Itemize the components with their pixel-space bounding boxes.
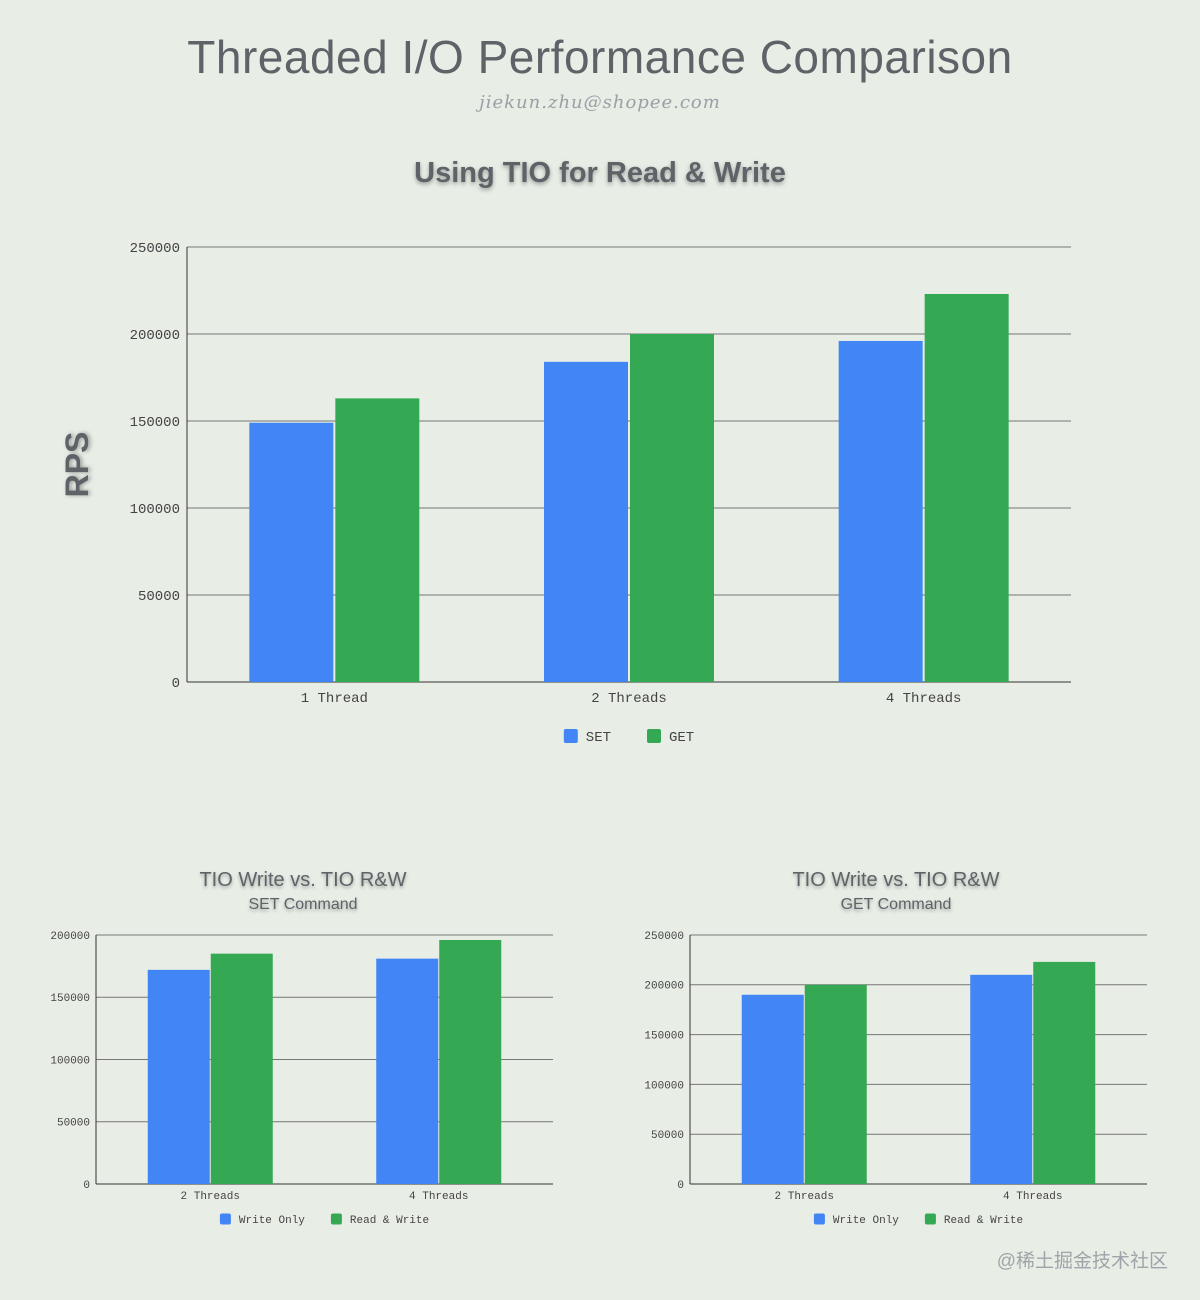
main-y-tick-label: 50000 <box>138 589 180 605</box>
main-y-axis-title: RPS <box>59 432 95 498</box>
set-x-tick-label: 2 Threads <box>181 1191 240 1203</box>
set-y-tick-label: 0 <box>83 1180 90 1192</box>
get-y-tick-label: 200000 <box>644 981 684 993</box>
main-y-tick-label: 200000 <box>130 328 180 344</box>
main-legend-swatch <box>647 729 661 743</box>
set-bar <box>439 939 502 1184</box>
set-bar <box>147 969 210 1184</box>
set-chart-title-block: TIO Write vs. TIO R&W SET Command <box>103 869 503 914</box>
set-y-tick-label: 150000 <box>50 993 90 1005</box>
get-bar <box>970 974 1033 1184</box>
get-chart-title-block: TIO Write vs. TIO R&W GET Command <box>696 869 1096 914</box>
main-y-tick-label: 0 <box>172 676 180 692</box>
main-bar <box>838 340 923 682</box>
set-bar <box>210 953 273 1184</box>
main-bar <box>249 422 334 682</box>
get-y-tick-label: 250000 <box>644 931 684 943</box>
get-legend-swatch <box>813 1213 825 1225</box>
get-chart-title: TIO Write vs. TIO R&W <box>792 869 1000 891</box>
get-bar <box>741 994 804 1184</box>
main-bar <box>335 398 420 682</box>
get-x-tick-label: 2 Threads <box>775 1191 834 1203</box>
main-legend-label: SET <box>586 730 611 746</box>
get-chart-subtitle: GET Command <box>840 896 952 913</box>
main-bar <box>630 334 714 682</box>
page-title: Threaded I/O Performance Comparison <box>187 31 1013 83</box>
main-x-tick-label: 2 Threads <box>591 691 667 707</box>
page-subtitle: jiekun.zhu@shopee.com <box>479 92 721 113</box>
get-legend-swatch <box>924 1213 936 1225</box>
set-x-tick-label: 4 Threads <box>409 1191 468 1203</box>
set-legend-label: Write Only <box>239 1215 305 1227</box>
set-legend-swatch <box>219 1213 231 1225</box>
set-y-tick-label: 100000 <box>50 1055 90 1067</box>
main-bar <box>544 361 628 682</box>
get-y-tick-label: 150000 <box>644 1030 684 1042</box>
get-bar <box>1033 961 1096 1184</box>
get-bar <box>804 984 867 1184</box>
get-legend-label: Read & Write <box>944 1215 1023 1227</box>
main-chart-title: Using TIO for Read & Write <box>414 157 786 189</box>
main-y-tick-label: 150000 <box>130 415 180 431</box>
get-legend-label: Write Only <box>833 1215 899 1227</box>
set-legend-label: Read & Write <box>350 1215 429 1227</box>
set-y-tick-label: 50000 <box>57 1118 90 1130</box>
get-x-tick-label: 4 Threads <box>1003 1191 1062 1203</box>
get-y-tick-label: 100000 <box>644 1080 684 1092</box>
get-y-tick-label: 50000 <box>651 1130 684 1142</box>
watermark: @稀土掘金技术社区 <box>996 1251 1168 1272</box>
set-bar <box>376 958 439 1184</box>
main-x-tick-label: 4 Threads <box>886 691 962 707</box>
main-bar <box>924 293 1009 682</box>
main-y-tick-label: 100000 <box>130 502 180 518</box>
set-chart-subtitle: SET Command <box>248 896 358 913</box>
get-y-tick-label: 0 <box>677 1180 684 1192</box>
set-legend-swatch <box>330 1213 342 1225</box>
main-legend-label: GET <box>669 730 694 746</box>
main-y-tick-label: 250000 <box>130 241 180 257</box>
main-legend-swatch <box>563 729 578 743</box>
set-chart-title: TIO Write vs. TIO R&W <box>199 869 407 891</box>
main-x-tick-label: 1 Thread <box>301 691 368 707</box>
set-y-tick-label: 200000 <box>50 931 90 943</box>
